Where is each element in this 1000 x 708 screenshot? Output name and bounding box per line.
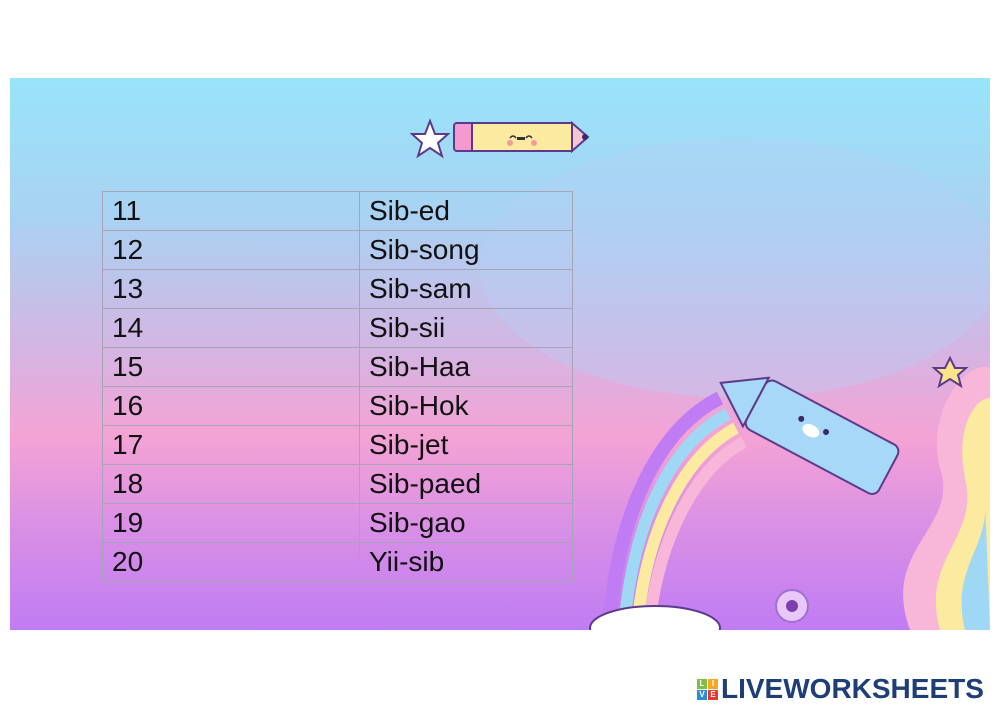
word-cell: Sib-ed <box>359 191 573 231</box>
word-cell: Yii-sib <box>359 542 573 582</box>
word-cell: Sib-Hok <box>359 386 573 426</box>
number-cell: 13 <box>102 269 360 309</box>
word-cell: Sib-jet <box>359 425 573 465</box>
number-cell: 20 <box>102 542 360 582</box>
rainbow-pencil-illustration <box>589 355 990 630</box>
table-row: 17 Sib-jet <box>102 425 573 465</box>
word-cell: Sib-gao <box>359 503 573 543</box>
logo-letter: I <box>708 678 718 689</box>
word-cell: Sib-sam <box>359 269 573 309</box>
table-row: 18 Sib-paed <box>102 464 573 504</box>
word-cell: Sib-song <box>359 230 573 270</box>
number-cell: 19 <box>102 503 360 543</box>
table-row: 12 Sib-song <box>102 230 573 270</box>
table-row: 19 Sib-gao <box>102 503 573 543</box>
numbers-table: 11 Sib-ed 12 Sib-song 13 Sib-sam 14 Sib-sii 15 Si… <box>102 191 573 582</box>
table-row: 14 Sib-sii <box>102 308 573 348</box>
worksheet-slide: 11 Sib-ed 12 Sib-song 13 Sib-sam 14 Sib-sii 15 Si… <box>10 78 990 630</box>
table-row: 11 Sib-ed <box>102 191 573 231</box>
logo-text: LIVEWORKSHEETS <box>721 673 984 704</box>
number-cell: 17 <box>102 425 360 465</box>
logo-icon: L I V E <box>697 678 718 700</box>
liveworksheets-logo: L I V E LIVEWORKSHEETS <box>697 673 984 705</box>
logo-letter: E <box>708 689 718 700</box>
table-row: 20 Yii-sib <box>102 542 573 582</box>
word-cell: Sib-Haa <box>359 347 573 387</box>
logo-letter: V <box>697 689 707 700</box>
table-row: 15 Sib-Haa <box>102 347 573 387</box>
pencil-star-icon <box>410 118 590 159</box>
table-row: 13 Sib-sam <box>102 269 573 309</box>
number-cell: 18 <box>102 464 360 504</box>
number-cell: 12 <box>102 230 360 270</box>
table-row: 16 Sib-Hok <box>102 386 573 426</box>
number-cell: 16 <box>102 386 360 426</box>
logo-letter: L <box>697 678 707 689</box>
number-cell: 11 <box>102 191 360 231</box>
number-cell: 14 <box>102 308 360 348</box>
number-cell: 15 <box>102 347 360 387</box>
word-cell: Sib-paed <box>359 464 573 504</box>
word-cell: Sib-sii <box>359 308 573 348</box>
